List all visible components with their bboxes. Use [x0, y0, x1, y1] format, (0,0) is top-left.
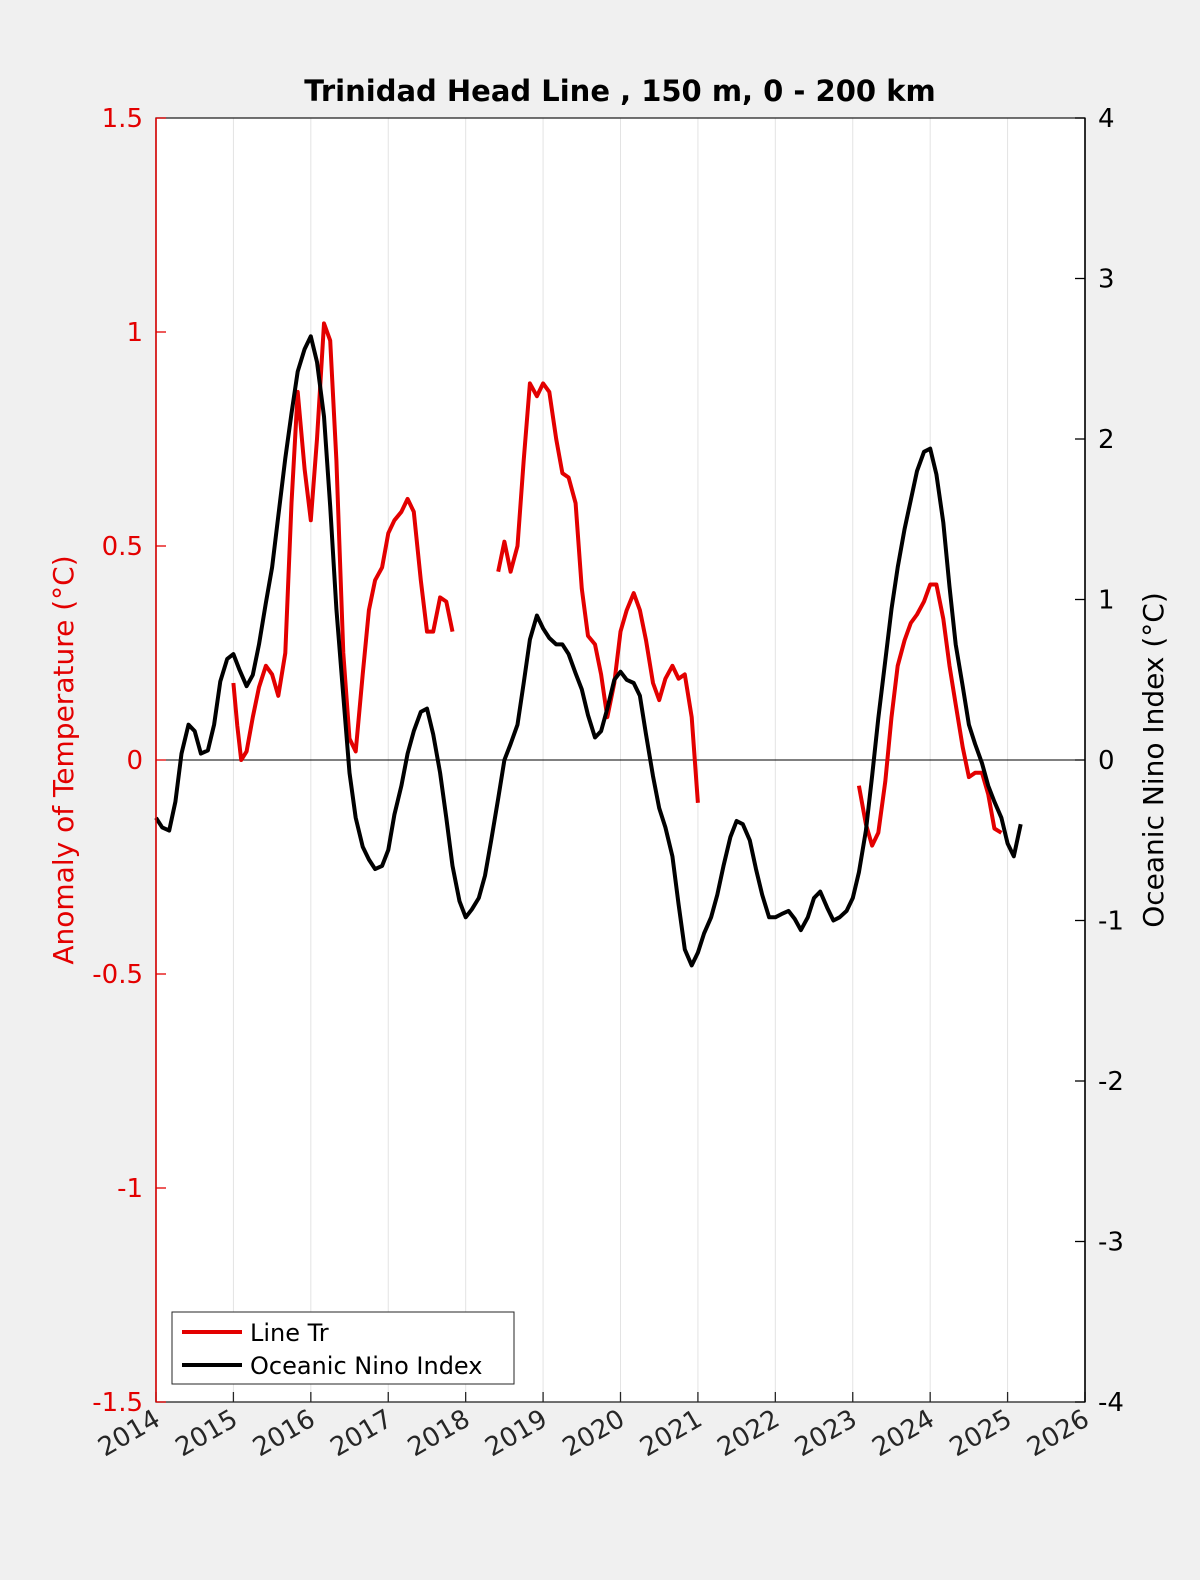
chart-title: Trinidad Head Line , 150 m, 0 - 200 km — [304, 74, 935, 108]
series-lines — [154, 321, 1023, 968]
legend-label-oni: Oceanic Nino Index — [250, 1352, 482, 1380]
y-right-tick-label: 4 — [1098, 104, 1115, 134]
x-tick-label: 2025 — [945, 1404, 1017, 1463]
y-axis-right: -4 -3 -2 -1 0 1 2 3 4 — [1075, 104, 1124, 1418]
line-tr-series-segment-0 — [231, 321, 455, 762]
legend-box — [171, 1311, 515, 1385]
x-tick-label: 2023 — [790, 1404, 862, 1463]
y-right-tick-label: -1 — [1098, 907, 1124, 937]
x-tick-label: 2017 — [325, 1404, 397, 1463]
x-tick-label: 2022 — [713, 1404, 785, 1463]
x-tick-label: 2020 — [558, 1404, 630, 1463]
y-left-tick-label: 0.5 — [102, 532, 143, 562]
y-left-tick-label: 1 — [126, 318, 143, 348]
x-tick-label: 2018 — [403, 1404, 475, 1463]
y-right-tick-label: -2 — [1098, 1067, 1124, 1097]
line-tr-series-segment-1 — [496, 381, 700, 803]
oni-series-segment-0 — [154, 334, 1023, 968]
y-axis-left: -1.5 -1 -0.5 0 0.5 1 1.5 — [92, 104, 166, 1418]
x-axis: 2014 2015 2016 2017 2018 2019 2020 2021 2022 2023… — [93, 1392, 1095, 1463]
y-left-tick-label: -1.5 — [92, 1388, 143, 1418]
y-left-tick-label: 1.5 — [102, 104, 143, 134]
y-axis-left-label: Anomaly of Temperature (°C) — [47, 555, 80, 964]
legend: Line Tr Oceanic Nino Index — [171, 1311, 515, 1385]
y-right-tick-label: -4 — [1098, 1388, 1124, 1418]
y-right-tick-label: 3 — [1098, 265, 1115, 295]
x-tick-label: 2019 — [480, 1404, 552, 1463]
y-right-tick-label: 0 — [1098, 746, 1115, 776]
legend-label-line-tr: Line Tr — [250, 1319, 329, 1347]
x-tick-label: 2024 — [867, 1404, 939, 1463]
x-tick-label: 2026 — [1022, 1404, 1094, 1463]
line-tr-series-segment-2 — [856, 582, 1003, 848]
x-tick-label: 2021 — [635, 1404, 707, 1463]
x-tick-label: 2015 — [171, 1404, 243, 1463]
y-left-tick-label: -0.5 — [92, 960, 143, 990]
y-right-tick-label: -3 — [1098, 1228, 1124, 1258]
y-right-tick-label: 1 — [1098, 586, 1115, 616]
y-axis-right-label: Oceanic Nino Index (°C) — [1137, 592, 1170, 928]
y-left-tick-label: -1 — [117, 1174, 143, 1204]
y-right-tick-label: 2 — [1098, 425, 1115, 455]
y-left-tick-label: 0 — [126, 746, 143, 776]
x-tick-label: 2016 — [248, 1404, 320, 1463]
